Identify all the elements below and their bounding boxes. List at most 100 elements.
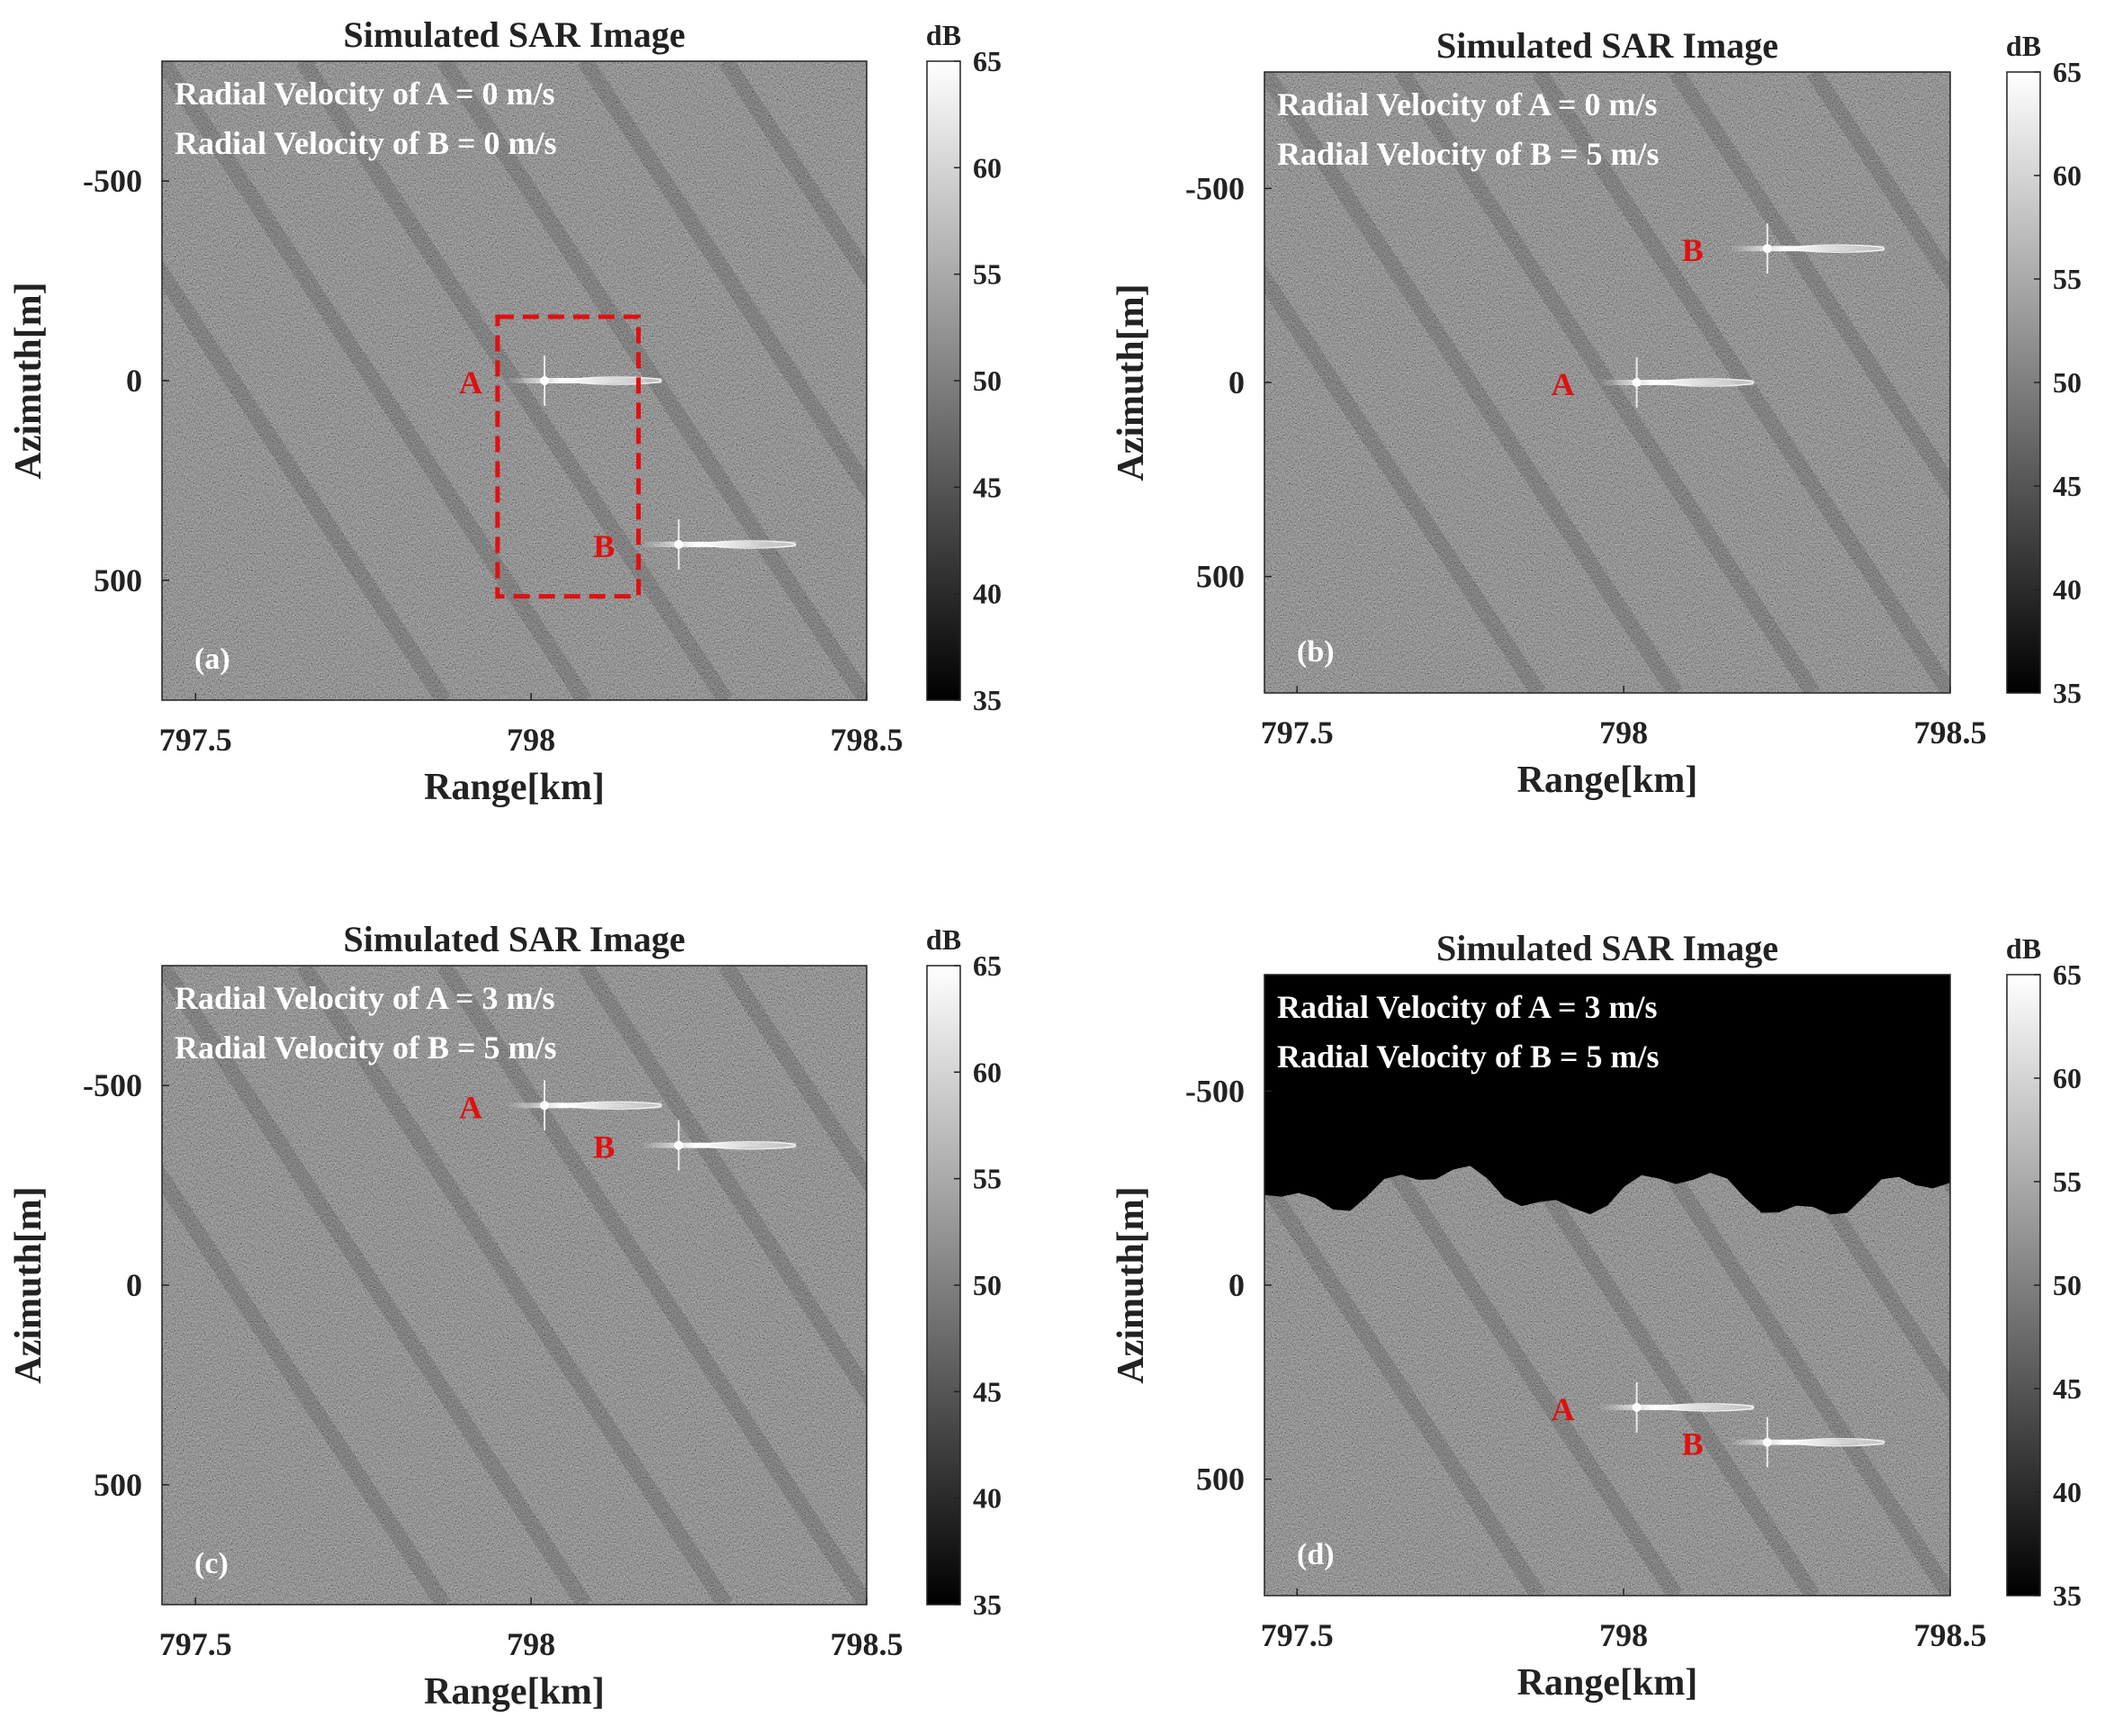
x-tick-label: 798 [1599,715,1648,751]
colorbar-tick-label: 40 [2053,1476,2082,1508]
velocity-annotation: Radial Velocity of B = 5 m/s [1277,1039,1660,1075]
target-streak [643,1142,796,1148]
colorbar: dB 35 40 45 50 55 60 65 [2006,932,2082,1612]
velocity-annotation: Radial Velocity of A = 0 m/s [1277,86,1658,122]
velocity-annotation: Radial Velocity of B = 5 m/s [175,1030,557,1066]
sar-image [162,966,867,1605]
y-axis-label: Azimuth[m] [8,282,49,479]
colorbar-tick-label: 65 [2053,56,2082,88]
colorbar-tick-label: 45 [2053,470,2082,502]
dashed-highlight-box [495,314,641,599]
clutter-streak [162,966,592,1605]
target-peak [540,376,550,385]
target-label-a: A [459,1089,482,1125]
colorbar: dB 35 40 45 50 55 60 65 [926,19,1002,716]
target-streak [1600,380,1754,385]
chart-title: Simulated SAR Image [1436,25,1778,66]
colorbar-tick-label: 35 [973,1588,1002,1621]
clutter-streak [1394,975,1821,1596]
target-streak [1731,1439,1885,1445]
speckle-noise [1264,1165,1950,1596]
velocity-annotation: Radial Velocity of A = 3 m/s [175,980,555,1016]
target-streak [508,1102,662,1109]
x-tick-label: 797.5 [159,722,232,758]
velocity-annotation: Radial Velocity of B = 0 m/s [175,125,557,161]
target-a [508,1080,662,1131]
target-peak [1762,1437,1772,1447]
y-tick-label: 0 [126,363,142,399]
colorbar-tick-label: 60 [2053,1062,2082,1094]
colorbar-tick-label: 35 [973,684,1002,716]
clutter-streak [1669,975,1950,1404]
clutter-streak [1264,1166,1546,1596]
panel-label: (d) [1297,1538,1335,1571]
clutter-streak [1806,975,1950,1197]
x-tick-label: 798.5 [1914,1617,1987,1653]
clutter-streak [436,966,867,1605]
target-b [643,518,796,570]
clutter-streak [162,259,451,700]
target-echo [571,376,662,385]
colorbar-tick-label: 40 [973,1482,1002,1515]
y-tick-label: -500 [83,163,142,199]
sar-image [162,61,867,700]
colorbar-tick-label: 65 [2053,958,2082,991]
sar-image [1264,72,1950,693]
target-peak [1632,378,1642,387]
chart-title: Simulated SAR Image [1436,928,1778,968]
colorbar-tick-label: 50 [2053,1269,2082,1301]
x-tick-label: 797.5 [1261,1617,1334,1653]
chart-title: Simulated SAR Image [343,14,685,55]
x-axis-label: Range[km] [1517,1662,1698,1704]
clutter-streak [1264,975,1683,1596]
chart-panel-c: A B Radial Velocity of A = 3 m/s Radial Vel… [8,919,1002,1713]
colorbar-tick-label: 60 [973,1056,1002,1088]
colorbar-tick-label: 50 [973,364,1002,397]
x-axis-label: Range[km] [424,767,605,808]
target-b [1731,1417,1885,1468]
clutter-streak [1669,72,1950,501]
colorbar-tick-label: 35 [2053,1579,2082,1612]
colorbar-tick-label: 60 [973,151,1002,184]
target-b [1731,223,1885,274]
x-tick-label: 797.5 [159,1626,232,1662]
y-tick-label: -500 [1185,170,1245,206]
x-axis-label: Range[km] [1517,760,1698,801]
panel-label: (a) [194,643,230,676]
target-label-a: A [1552,366,1575,402]
colorbar-tick-label: 45 [973,471,1002,503]
y-tick-label: 0 [1228,1267,1245,1303]
y-tick-label: 0 [1228,364,1245,400]
colorbar-tick-label: 55 [2053,263,2082,295]
x-tick-label: 798 [507,722,555,758]
target-a [1600,1381,1755,1433]
clutter-streak [296,966,733,1605]
clutter-streak [1532,975,1950,1596]
colorbar-tick-label: 40 [2053,573,2082,606]
target-b [643,1120,796,1171]
colorbar-tick-label: 45 [2053,1372,2082,1405]
colorbar-tick-label: 40 [973,578,1002,610]
colorbar-unit-label: dB [926,19,961,51]
clutter-streak [1264,72,1683,693]
target-streak [1600,1404,1754,1410]
clutter-streak [1806,72,1950,294]
colorbar-tick-label: 55 [973,258,1002,291]
target-echo [1794,1437,1885,1447]
panel-label: (b) [1297,635,1335,669]
x-tick-label: 798.5 [831,722,904,758]
y-axis-label: Azimuth[m] [1111,1186,1152,1383]
target-streak [643,541,796,547]
y-axis-label: Azimuth[m] [1111,283,1152,481]
target-peak [674,539,684,549]
clutter-streak [578,966,867,1407]
y-tick-label: 500 [94,1467,142,1503]
target-streak [508,378,662,383]
target-streak [1731,246,1885,252]
target-echo [1794,244,1885,253]
target-label-a: A [1552,1391,1575,1427]
colorbar: dB 35 40 45 50 55 60 65 [926,923,1002,1621]
chart-title: Simulated SAR Image [343,919,685,959]
panel-label: (c) [194,1547,229,1580]
